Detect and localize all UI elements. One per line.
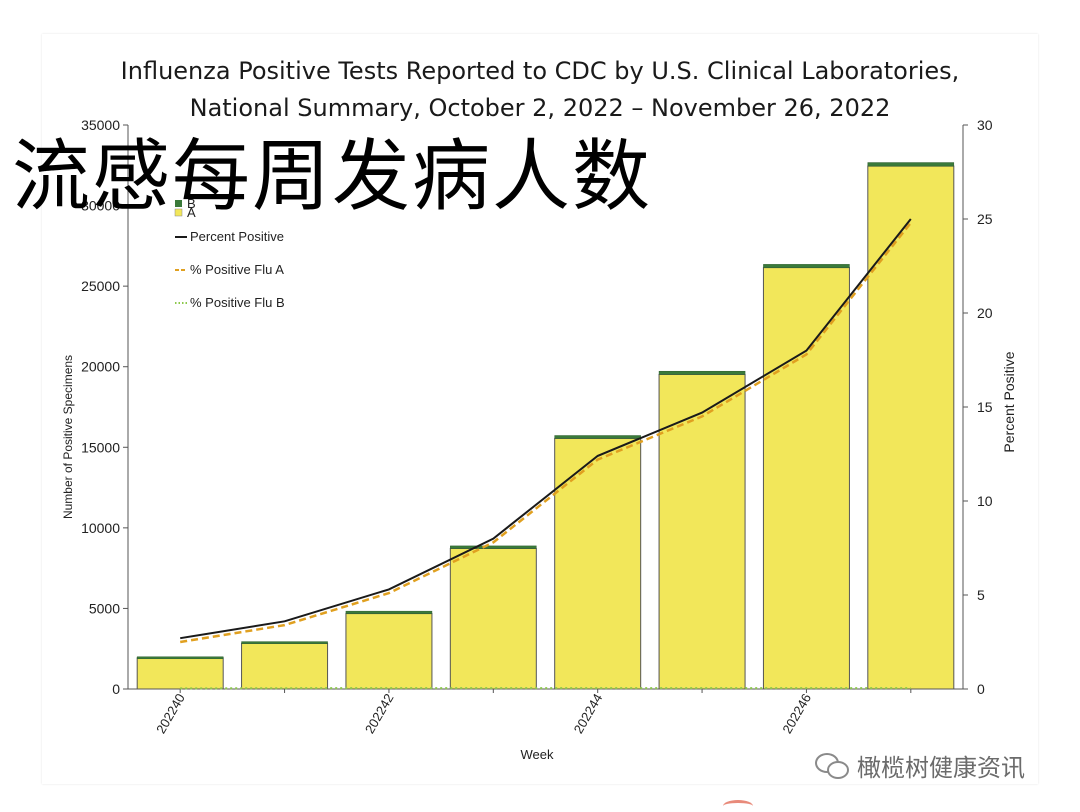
- bar-flu-b: [555, 436, 641, 439]
- legend-label-line: Percent Positive: [190, 229, 284, 244]
- bar-flu-a: [868, 166, 954, 689]
- bar-flu-b: [763, 264, 849, 267]
- y2-tick-label: 10: [977, 493, 993, 509]
- chart-title-line: National Summary, October 2, 2022 – Nove…: [190, 94, 891, 122]
- bar-flu-a: [137, 658, 223, 689]
- decorative-mark: [723, 800, 753, 812]
- bar-flu-a: [346, 614, 432, 689]
- bar-flu-b: [450, 546, 536, 549]
- y-tick-label: 0: [112, 681, 120, 697]
- y-tick-label: 15000: [81, 439, 120, 455]
- y-axis-label: Number of Positive Specimens: [61, 355, 75, 519]
- x-tick-label: 202242: [362, 691, 397, 736]
- legend-label-line: % Positive Flu A: [190, 262, 284, 277]
- y-tick-label: 25000: [81, 278, 120, 294]
- y2-tick-label: 15: [977, 399, 993, 415]
- bar-flu-a: [450, 548, 536, 689]
- bar-flu-b: [137, 657, 223, 659]
- wechat-icon: [815, 753, 849, 779]
- y-tick-label: 35000: [81, 117, 120, 133]
- bar-flu-b: [659, 371, 745, 374]
- bar-flu-a: [555, 438, 641, 689]
- y2-tick-label: 25: [977, 211, 993, 227]
- y2-tick-label: 5: [977, 587, 985, 603]
- x-tick-label: 202240: [153, 691, 188, 736]
- x-axis-label: Week: [521, 747, 554, 762]
- bar-flu-b: [346, 611, 432, 613]
- watermark: 橄榄树健康资讯: [815, 748, 1025, 783]
- y2-axis-label: Percent Positive: [1001, 351, 1017, 452]
- overlay-caption: 流感每周发病人数: [12, 138, 652, 216]
- bar-flu-a: [763, 268, 849, 689]
- y-tick-label: 20000: [81, 359, 120, 375]
- chart-title-line: Influenza Positive Tests Reported to CDC…: [121, 57, 960, 85]
- y2-tick-label: 30: [977, 117, 993, 133]
- x-tick-label: 202246: [779, 691, 814, 736]
- bar-flu-a: [242, 643, 328, 689]
- y2-tick-label: 0: [977, 681, 985, 697]
- y2-tick-label: 20: [977, 305, 993, 321]
- y-tick-label: 10000: [81, 520, 120, 536]
- watermark-text: 橄榄树健康资讯: [857, 748, 1025, 783]
- x-tick-label: 202244: [571, 691, 606, 736]
- bar-flu-b: [868, 163, 954, 167]
- bar-flu-b: [242, 642, 328, 644]
- bar-flu-a: [659, 374, 745, 689]
- legend-label-line: % Positive Flu B: [190, 295, 285, 310]
- y-tick-label: 5000: [89, 600, 120, 616]
